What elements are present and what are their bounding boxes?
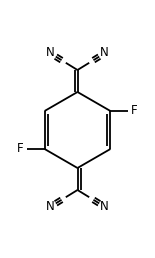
Text: N: N [46,200,55,214]
Text: N: N [100,200,109,214]
Text: N: N [46,46,55,60]
Text: F: F [131,104,138,117]
Text: F: F [17,142,24,156]
Text: N: N [100,46,109,60]
